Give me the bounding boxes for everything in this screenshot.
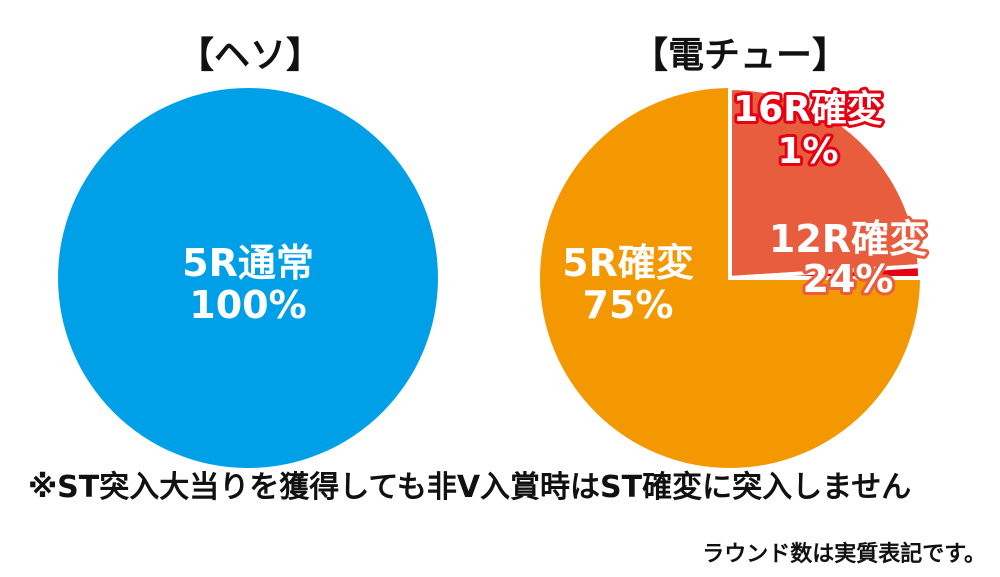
round-count-footnote: ラウンド数は実質表記です。 — [702, 542, 986, 567]
st-entry-note: ※ST突入大当りを獲得しても非V入賞時はST確変に突入しません — [28, 470, 912, 505]
slice-5r-normal — [58, 88, 438, 468]
slice-label-16r-kakuhen: 16R確変 — [733, 88, 883, 130]
slice-label-12r-kakuhen: 12R確変 — [769, 217, 927, 261]
slice-value-12r-kakuhen: 24% — [803, 257, 894, 301]
slice-12r-kakuhen — [728, 85, 922, 281]
slice-label-5r-normal: 5R通常 — [182, 241, 314, 285]
denchu-chart-title: 【電チュー】 — [632, 35, 849, 76]
slice-label-5r-kakuhen: 5R確変 — [562, 241, 694, 285]
heso-chart-title: 【ヘソ】 — [178, 35, 323, 76]
slice-value-16r-kakuhen: 1% — [777, 131, 838, 172]
slice-value-5r-normal: 100% — [189, 283, 306, 327]
slice-16r-kakuhen — [729, 263, 923, 280]
slice-value-5r-kakuhen: 75% — [583, 283, 674, 327]
